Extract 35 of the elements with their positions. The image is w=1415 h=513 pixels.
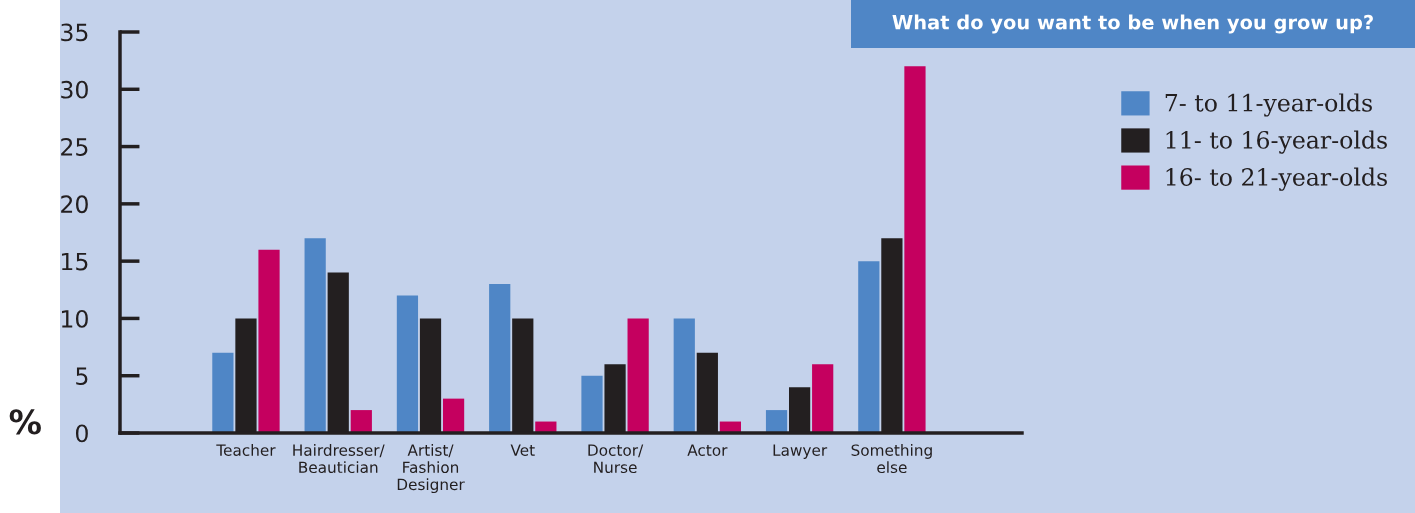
y-tick-label: 5 (76, 367, 88, 386)
x-tick-label: Something else (851, 444, 932, 474)
bar (904, 66, 926, 433)
text: What do you want to be when you grow up? (892, 14, 1373, 34)
y-tick-label: 10 (61, 309, 88, 328)
legend-label: 11- to 16-year-olds (1166, 130, 1387, 154)
bar (812, 364, 834, 433)
legend-label: 7- to 11-year-olds (1165, 93, 1372, 117)
bar (673, 318, 695, 433)
x-tick-label: Vet (510, 444, 535, 456)
legend-label: 16- to 21-year-olds (1166, 167, 1387, 191)
bar (765, 410, 788, 433)
x-tick-label: Artist/ Fashion Designer (397, 444, 465, 494)
y-tick-label: 30 (61, 80, 88, 99)
bar (304, 238, 326, 433)
bar (212, 352, 234, 433)
bar (627, 318, 649, 433)
bar (442, 398, 465, 433)
bar (350, 410, 372, 433)
x-tick-label: Doctor/ Nurse (588, 444, 644, 474)
y-tick-label: 0 (75, 424, 88, 443)
x-tick-label: Teacher (216, 444, 276, 456)
x-tick-label: Lawyer (773, 444, 828, 459)
y-tick-label: 15 (61, 252, 88, 271)
x-tick-label: Hairdresser/ Beautician (293, 444, 385, 474)
bar (858, 261, 880, 433)
bar (396, 295, 419, 433)
bar (581, 375, 603, 433)
y-axis-title: % (9, 409, 41, 435)
y-tick-label: 35 (61, 23, 88, 42)
bar (258, 249, 280, 433)
x-tick-label: Actor (687, 444, 728, 456)
y-tick-label: 25 (61, 138, 88, 156)
y-tick-label: 20 (61, 195, 88, 214)
bar (489, 284, 511, 433)
